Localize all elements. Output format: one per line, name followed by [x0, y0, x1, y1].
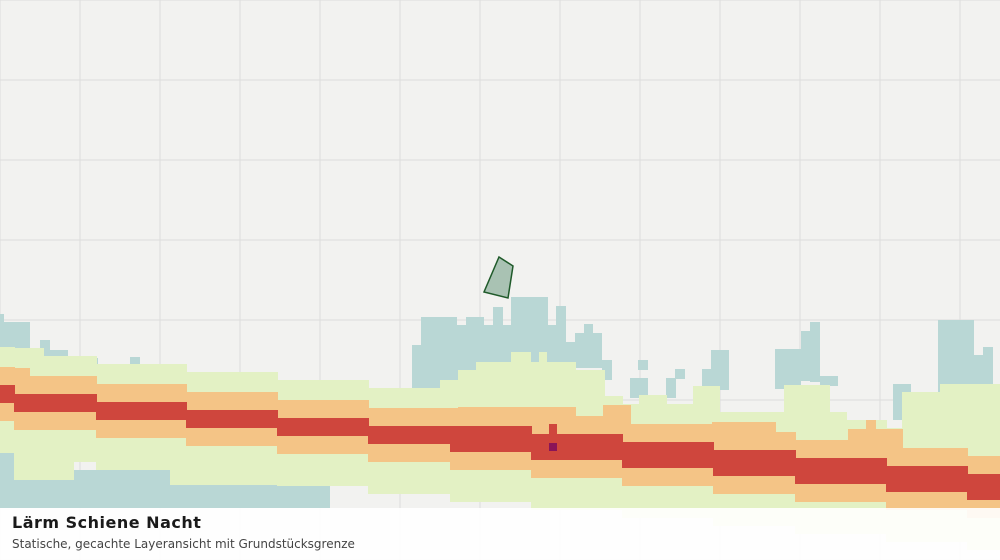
noise-area-high [866, 420, 876, 430]
noise-layer [0, 297, 1000, 550]
noise-area-very-high [0, 385, 15, 403]
noise-area-medium [940, 384, 1000, 404]
noise-area-high [848, 429, 903, 449]
noise-area-low [638, 360, 648, 370]
noise-area-high [712, 422, 776, 442]
noise-area-high [0, 368, 30, 386]
noise-area-very-high [14, 394, 97, 412]
noise-hotspot [549, 443, 557, 451]
noise-area-low [801, 331, 811, 381]
noise-area-medium [693, 386, 720, 426]
noise-area-low [711, 350, 729, 390]
noise-area-low [630, 378, 648, 398]
noise-area-low [584, 324, 593, 364]
noise-area-very-high [622, 442, 714, 468]
noise-area-low [602, 360, 612, 380]
noise-area-low [503, 325, 513, 395]
noise-area-high [603, 405, 631, 425]
legend-title: Lärm Schiene Nacht [12, 513, 201, 532]
legend-subtitle: Statische, gecachte Layeransicht mit Gru… [12, 537, 355, 551]
noise-area-low [675, 369, 685, 379]
noise-area-low [548, 325, 558, 385]
noise-area-low [556, 306, 566, 366]
noise-area-very-high [96, 402, 187, 420]
noise-area-very-high [531, 434, 623, 460]
noise-area-high [458, 407, 576, 427]
noise-area-very-high [450, 426, 532, 452]
legend-panel [0, 508, 1000, 560]
noise-area-medium [639, 395, 667, 415]
noise-area-very-high [549, 424, 557, 436]
noise-area-low [820, 376, 838, 386]
parcel-boundary[interactable] [482, 255, 514, 299]
noise-area-very-high [886, 466, 968, 492]
noise-area-medium [440, 380, 460, 410]
noise-area-medium [476, 362, 576, 412]
noise-area-medium [14, 430, 74, 480]
noise-area-very-high [795, 458, 887, 484]
noise-area-medium [575, 370, 605, 410]
noise-area-medium [539, 352, 547, 362]
noise-area-very-high [713, 450, 796, 476]
noise-area-very-high [967, 474, 1000, 500]
noise-area-very-high [186, 410, 278, 428]
noise-area-medium [784, 385, 830, 415]
noise-area-very-high [277, 418, 369, 436]
noise-area-low [775, 349, 801, 389]
noise-area-low [983, 347, 993, 387]
noise-area-low [666, 378, 676, 398]
noise-area-very-high [368, 426, 451, 444]
noise-area-low [810, 322, 820, 382]
noise-area-low [493, 307, 503, 387]
noise-area-low [974, 355, 984, 395]
noise-area-medium [511, 352, 531, 362]
